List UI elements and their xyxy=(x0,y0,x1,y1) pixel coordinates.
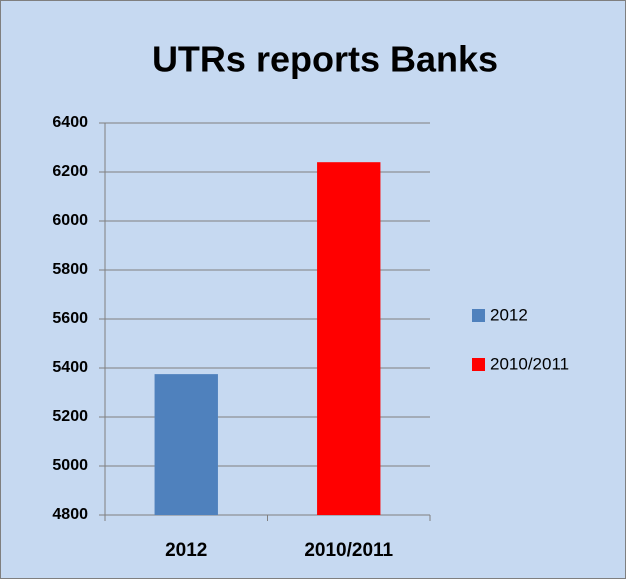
legend-label: 2010/2011 xyxy=(490,354,569,373)
y-tick-label: 5000 xyxy=(52,457,88,474)
legend-swatch xyxy=(472,358,485,371)
y-tick-label: 6200 xyxy=(52,163,88,180)
bar xyxy=(154,374,218,515)
y-tick-label: 5600 xyxy=(52,310,88,327)
legend-label: 2012 xyxy=(490,305,528,324)
y-tick-label: 6000 xyxy=(52,212,88,229)
y-tick-label: 5400 xyxy=(52,359,88,376)
y-tick-label: 5800 xyxy=(52,261,88,278)
x-tick-label: 2012 xyxy=(165,540,207,561)
y-tick-label: 5200 xyxy=(52,408,88,425)
x-tick-label: 2010/2011 xyxy=(304,540,393,561)
legend-swatch xyxy=(472,309,485,322)
y-tick-label: 6400 xyxy=(52,114,88,131)
y-tick-label: 4800 xyxy=(52,506,88,523)
bar xyxy=(317,162,381,515)
chart-title: UTRs reports Banks xyxy=(152,39,498,80)
